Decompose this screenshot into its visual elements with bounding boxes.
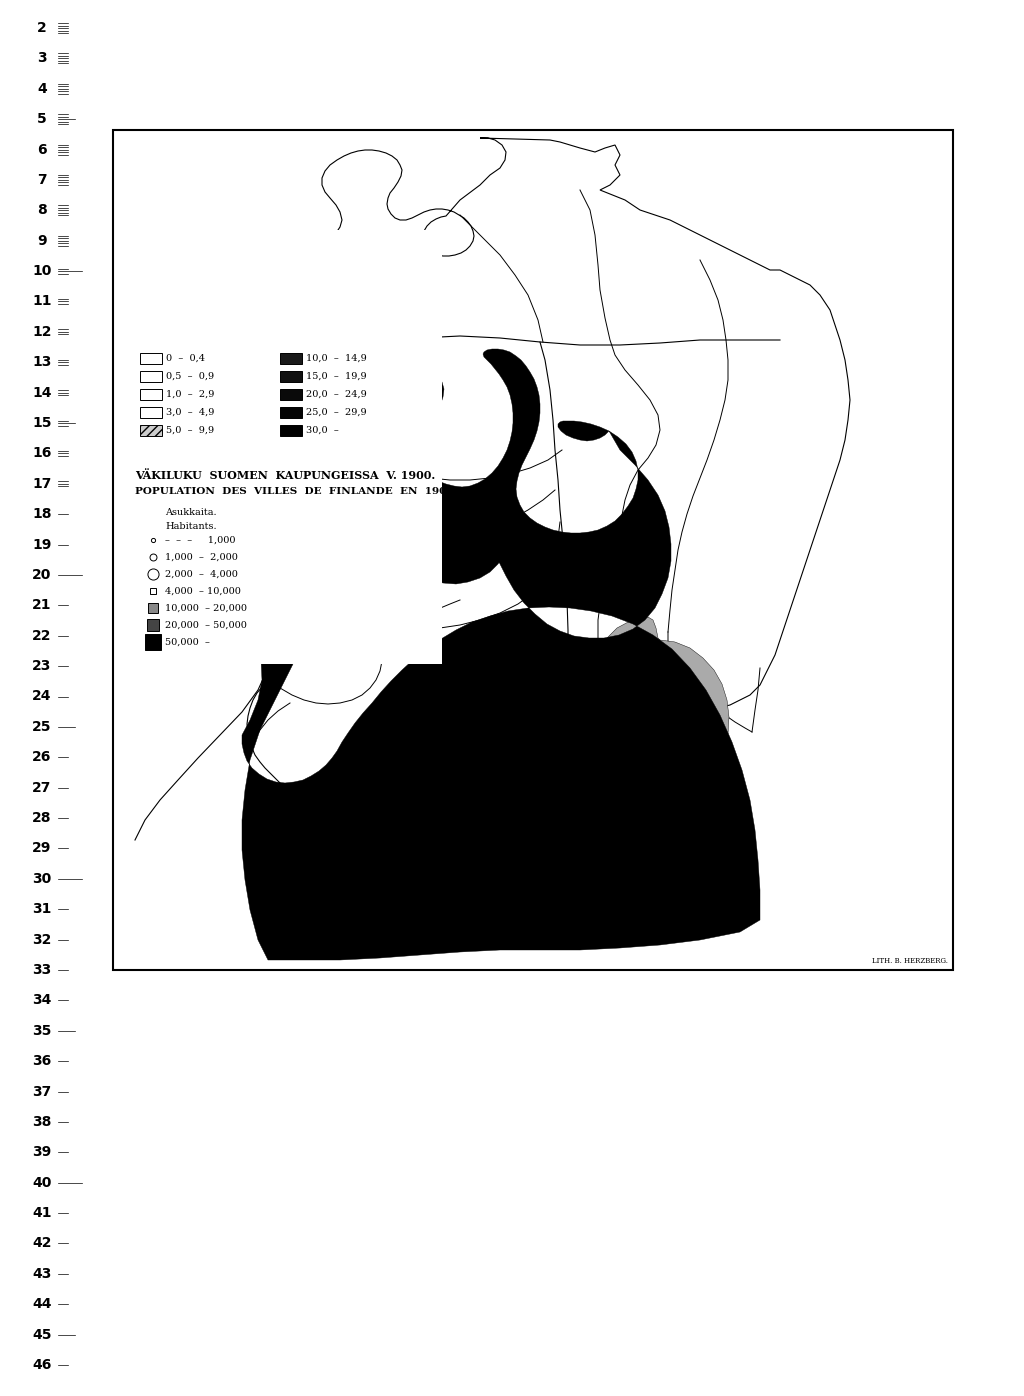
Text: COMMUNES  RURALES  DE  FINLANDE   EN  1900.: COMMUNES RURALES DE FINLANDE EN 1900. [135, 315, 437, 325]
Bar [280, 353, 302, 363]
Text: 25,0  –  29,9: 25,0 – 29,9 [306, 408, 367, 416]
Text: –  –  –     1,000: – – – 1,000 [165, 536, 236, 544]
Text: 15: 15 [32, 416, 52, 430]
Text: Habitants  par  km.²: Habitants par km.² [145, 332, 251, 341]
Text: 34: 34 [33, 994, 51, 1008]
Text: 18: 18 [32, 507, 52, 521]
Text: 22: 22 [32, 628, 52, 642]
Text: LITH. B. HERZBERG.: LITH. B. HERZBERG. [872, 958, 948, 965]
Polygon shape [587, 617, 729, 787]
Text: 3: 3 [37, 52, 47, 66]
Text: 27: 27 [33, 780, 51, 794]
Text: 44: 44 [32, 1297, 52, 1311]
Text: Asukkaita  km² maata kohden.: Asukkaita km² maata kohden. [135, 272, 316, 285]
Text: 33: 33 [33, 963, 51, 977]
Text: 28: 28 [32, 811, 52, 825]
Text: 35: 35 [33, 1023, 51, 1037]
Polygon shape [242, 349, 760, 960]
Text: 20,0  –  24,9: 20,0 – 24,9 [306, 389, 367, 398]
Bar [280, 388, 302, 399]
Text: DENSITÉ  DE  LA  POPULATION  DANS  LES: DENSITÉ DE LA POPULATION DANS LES [135, 300, 395, 309]
Bar [140, 353, 162, 363]
Text: 4: 4 [37, 82, 47, 96]
Text: 16: 16 [33, 447, 51, 461]
Text: 37: 37 [33, 1085, 51, 1099]
Text: 1,0  –  2,9: 1,0 – 2,9 [166, 389, 214, 398]
Text: 5: 5 [37, 112, 47, 126]
Text: 30,0  –: 30,0 – [306, 426, 339, 434]
Text: 20: 20 [33, 568, 51, 582]
Text: 2: 2 [37, 21, 47, 35]
Bar [113, 130, 953, 970]
Text: 25: 25 [32, 720, 52, 734]
Text: 0  –  0,4: 0 – 0,4 [166, 353, 205, 363]
Text: 41: 41 [32, 1206, 52, 1220]
Text: MAALAISKUNNISSA  V. 1900.: MAALAISKUNNISSA V. 1900. [135, 254, 331, 267]
Text: 50,000  –: 50,000 – [165, 638, 210, 646]
Text: 3,0  –  4,9: 3,0 – 4,9 [166, 408, 214, 416]
Text: 1,000  –  2,000: 1,000 – 2,000 [165, 553, 238, 561]
Text: 26: 26 [33, 750, 51, 764]
Text: 32: 32 [33, 933, 51, 946]
Text: 39: 39 [33, 1145, 51, 1159]
Text: 24: 24 [32, 690, 52, 704]
Bar [140, 388, 162, 399]
Text: 10: 10 [33, 264, 51, 278]
Text: 40: 40 [33, 1175, 51, 1189]
Text: 2,000  –  4,000: 2,000 – 4,000 [165, 570, 238, 578]
Text: 46: 46 [33, 1358, 51, 1372]
Text: 10,0  –  14,9: 10,0 – 14,9 [306, 353, 367, 363]
Text: 7: 7 [37, 173, 47, 187]
Text: 31: 31 [33, 902, 51, 916]
Bar [280, 406, 302, 417]
Bar [280, 370, 302, 381]
Text: 10,000  – 20,000: 10,000 – 20,000 [165, 603, 247, 613]
Text: 43: 43 [33, 1266, 51, 1282]
Text: 15,0  –  19,9: 15,0 – 19,9 [306, 371, 367, 381]
Text: 14: 14 [32, 385, 52, 399]
Text: 13: 13 [33, 355, 51, 370]
Text: 5,0  –  9,9: 5,0 – 9,9 [166, 426, 214, 434]
Text: 38: 38 [33, 1115, 51, 1129]
Bar [140, 370, 162, 381]
Text: 21: 21 [32, 599, 52, 613]
Text: 20,000  – 50,000: 20,000 – 50,000 [165, 620, 247, 630]
Text: Habitants.: Habitants. [165, 522, 217, 530]
Text: 23: 23 [33, 659, 51, 673]
Text: 30: 30 [33, 872, 51, 886]
Text: 12: 12 [32, 325, 52, 339]
Text: 4,000  – 10,000: 4,000 – 10,000 [165, 586, 241, 596]
Text: 6: 6 [37, 142, 47, 156]
Text: 19: 19 [33, 537, 51, 551]
Text: POPULATION  DES  VILLES  DE  FINLANDE  EN  1900.: POPULATION DES VILLES DE FINLANDE EN 190… [135, 487, 458, 496]
Text: 11: 11 [32, 295, 52, 309]
Polygon shape [247, 138, 850, 793]
Text: 45: 45 [32, 1328, 52, 1342]
Text: 0,5  –  0,9: 0,5 – 0,9 [166, 371, 214, 381]
Bar [280, 424, 302, 436]
Text: Asukkaita.: Asukkaita. [165, 508, 217, 517]
Text: VÄKILUKU  SUOMEN  KAUPUNGEISSA  V. 1900.: VÄKILUKU SUOMEN KAUPUNGEISSA V. 1900. [135, 470, 435, 482]
Text: 42: 42 [32, 1237, 52, 1251]
Bar [140, 424, 162, 436]
Text: 9: 9 [37, 233, 47, 247]
Bar [132, 230, 442, 664]
Text: 8: 8 [37, 204, 47, 218]
Text: VÄENTIHEYS  SUOMEN: VÄENTIHEYS SUOMEN [135, 235, 293, 248]
Bar [140, 406, 162, 417]
Text: 17: 17 [33, 477, 51, 491]
Text: 36: 36 [33, 1054, 51, 1068]
Text: 29: 29 [33, 842, 51, 856]
